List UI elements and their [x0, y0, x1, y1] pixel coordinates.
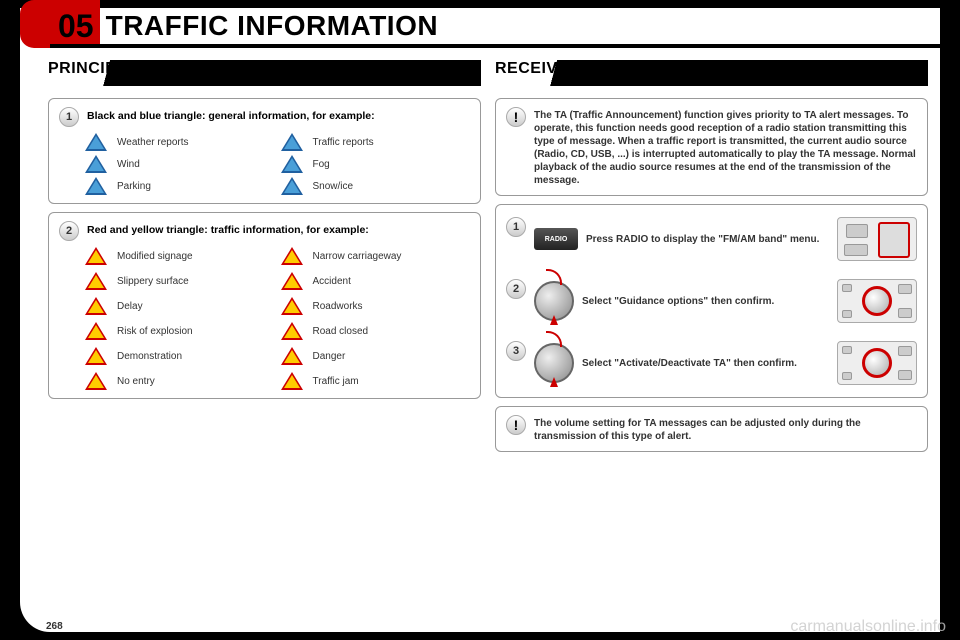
page-number: 268 — [46, 621, 63, 632]
rotary-knob-icon — [534, 281, 574, 321]
info-icon: ! — [506, 107, 526, 127]
step-1: 1 RADIO Press RADIO to display the "FM/A… — [506, 217, 917, 261]
dashboard-knob-icon — [837, 341, 917, 385]
wind-icon — [85, 155, 107, 173]
ta-footnote-text: The volume setting for TA messages can b… — [534, 415, 917, 443]
step-number-2: 2 — [59, 221, 79, 241]
box1-title: Black and blue triangle: general informa… — [87, 107, 375, 122]
section-heading-left: PRINCIPAL TMC SYMBOLS — [48, 60, 481, 86]
chapter-title: TRAFFIC INFORMATION — [106, 10, 438, 42]
info-icon: ! — [506, 415, 526, 435]
danger-icon — [281, 347, 303, 365]
signage-icon — [85, 247, 107, 265]
tmc-traffic-panel: 2 Red and yellow triangle: traffic infor… — [48, 212, 481, 399]
narrow-icon — [281, 247, 303, 265]
snow-icon — [281, 177, 303, 195]
title-bar: 05 TRAFFIC INFORMATION — [50, 8, 940, 48]
no-entry-icon — [85, 372, 107, 390]
box2-title: Red and yellow triangle: traffic informa… — [87, 221, 369, 236]
ta-footnote-panel: ! The volume setting for TA messages can… — [495, 406, 928, 452]
ta-steps-panel: 1 RADIO Press RADIO to display the "FM/A… — [495, 204, 928, 398]
step-3-text: Select "Activate/Deactivate TA" then con… — [582, 358, 829, 369]
section-heading-right: RECEIVING TA MESSAGES — [495, 60, 928, 86]
explosion-icon — [85, 322, 107, 340]
ta-intro-panel: ! The TA (Traffic Announcement) function… — [495, 98, 928, 196]
step-2: 2 Select "Guidance options" then confirm… — [506, 279, 917, 323]
rotary-knob-icon — [534, 343, 574, 383]
watermark: carmanualsonline.info — [790, 618, 946, 636]
step-3: 3 Select "Activate/Deactivate TA" then c… — [506, 341, 917, 385]
chapter-number: 05 — [58, 8, 94, 45]
step-2-text: Select "Guidance options" then confirm. — [582, 296, 829, 307]
weather-icon — [85, 133, 107, 151]
traffic-reports-icon — [281, 133, 303, 151]
fog-icon — [281, 155, 303, 173]
left-column: PRINCIPAL TMC SYMBOLS 1 Black and blue t… — [48, 60, 481, 622]
dashboard-knob-icon — [837, 279, 917, 323]
dashboard-icon — [837, 217, 917, 261]
delay-icon — [85, 297, 107, 315]
tmc-general-panel: 1 Black and blue triangle: general infor… — [48, 98, 481, 204]
slippery-icon — [85, 272, 107, 290]
road-closed-icon — [281, 322, 303, 340]
accident-icon — [281, 272, 303, 290]
blue-symbols-grid: Weather reports Traffic reports Wind Fog… — [85, 133, 470, 195]
radio-button-icon: RADIO — [534, 228, 578, 250]
step-1-text: Press RADIO to display the "FM/AM band" … — [586, 234, 829, 245]
right-column: RECEIVING TA MESSAGES ! The TA (Traffic … — [495, 60, 928, 622]
demonstration-icon — [85, 347, 107, 365]
parking-icon — [85, 177, 107, 195]
step-number-1: 1 — [59, 107, 79, 127]
page: 05 TRAFFIC INFORMATION PRINCIPAL TMC SYM… — [20, 8, 940, 632]
roadworks-icon — [281, 297, 303, 315]
content: PRINCIPAL TMC SYMBOLS 1 Black and blue t… — [48, 60, 928, 622]
warn-symbols-grid: Modified signage Narrow carriageway Slip… — [85, 247, 470, 390]
traffic-jam-icon — [281, 372, 303, 390]
ta-intro-text: The TA (Traffic Announcement) function g… — [534, 107, 917, 187]
